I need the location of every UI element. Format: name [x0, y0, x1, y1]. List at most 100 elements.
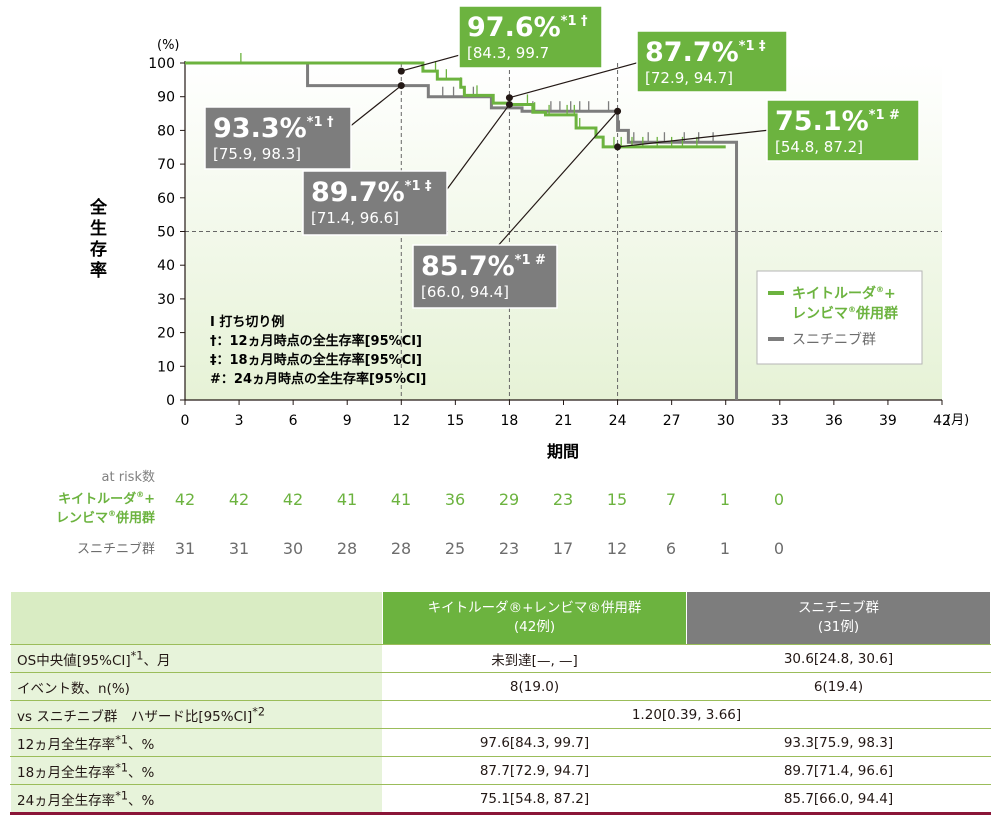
at-risk-keytruda-count: 42: [229, 490, 249, 509]
notes: I 打ち切り例 †：12ヵ月時点の全生存率[95%CI] ‡：18ヵ月時点の全生…: [210, 314, 426, 387]
x-tick-label: 6: [289, 413, 298, 429]
y-tick-label: 80: [157, 123, 175, 139]
y-tick-label: 10: [157, 359, 175, 375]
x-tick-label: 36: [825, 413, 843, 429]
at-risk-keytruda-label-2: レンビマ®併用群: [56, 509, 155, 526]
callout-value-number: 97.6%: [467, 12, 561, 43]
at-risk-sunitinib-count: 31: [229, 539, 249, 558]
at-risk-keytruda-count: 41: [391, 490, 411, 509]
y-tick-label: 30: [157, 292, 175, 308]
callout-point: [397, 67, 405, 75]
callout-value-sup: *1 #: [515, 253, 546, 268]
callout-ci: [66.0, 94.4]: [421, 283, 509, 301]
x-tick-label: 30: [717, 413, 735, 429]
x-tick-label: 15: [446, 413, 464, 429]
legend-keytruda-label: キイトルーダ®+: [792, 285, 896, 302]
callout-value-number: 75.1%: [775, 106, 869, 137]
y-unit: (%): [157, 38, 180, 53]
callout-value: 97.6%*1 †: [467, 12, 588, 43]
cell-value: 8(19.0): [382, 672, 687, 701]
callout-leader-line: [617, 129, 771, 148]
y-tick-label: 20: [157, 326, 175, 342]
at-risk-keytruda-count: 23: [553, 490, 573, 509]
callout-ci: [75.9, 98.3]: [213, 145, 301, 163]
callout-box: [204, 106, 352, 170]
cell-value: 30.6[24.8, 30.6]: [686, 644, 991, 673]
at-risk-sunitinib-count: 28: [391, 539, 411, 558]
cell-value: 75.1[54.8, 87.2]: [382, 784, 687, 815]
row-label-24m: 24ヵ月全生存率*1、%: [10, 784, 383, 815]
cell-value: 85.7[66.0, 94.4]: [686, 784, 991, 815]
x-unit: (月): [946, 413, 969, 428]
callout-box: [412, 244, 558, 309]
cell-value: 93.3[75.9, 98.3]: [686, 728, 991, 757]
at-risk-keytruda-count: 29: [499, 490, 519, 509]
at-risk-keytruda-count: 41: [337, 490, 357, 509]
callout-point: [614, 107, 622, 115]
callout-value: 89.7%*1 ‡: [311, 177, 432, 208]
y-axis-label: 全生存率: [86, 197, 108, 282]
at-risk-keytruda-count: 36: [445, 490, 465, 509]
callout-value: 87.7%*1 ‡: [645, 37, 766, 68]
cell-value: 6(19.4): [686, 672, 991, 701]
at-risk-sunitinib-count: 23: [499, 539, 519, 558]
callout-value-sup: *1 †: [561, 14, 588, 29]
row-label-os-median: OS中央値[95%CI]*1、月: [10, 644, 383, 673]
at-risk-sunitinib-count: 28: [337, 539, 357, 558]
note-18m: ‡：18ヵ月時点の全生存率[95%CI]: [210, 352, 422, 368]
table-row: 24ヵ月全生存率*1、% 75.1[54.8, 87.2] 85.7[66.0,…: [10, 784, 991, 815]
x-axis-label: 期間: [547, 442, 579, 461]
y-tick-label: 70: [157, 157, 175, 173]
callout-value-number: 85.7%: [421, 251, 515, 282]
table-row: vs スニチニブ群 ハザード比[95%CI]*2 1.20[0.39, 3.66…: [10, 700, 991, 729]
cell-value: 89.7[71.4, 96.6]: [686, 756, 991, 785]
note-12m: †：12ヵ月時点の全生存率[95%CI]: [210, 333, 422, 349]
row-label-events: イベント数、n(%): [10, 672, 383, 701]
callout-leader-line: [444, 104, 510, 193]
legend-box: [756, 270, 923, 365]
x-tick-label: 21: [555, 413, 573, 429]
x-tick-label: 27: [663, 413, 681, 429]
at-risk-keytruda-count: 15: [607, 490, 627, 509]
legend-sunitinib-label: スニチニブ群: [792, 331, 876, 348]
x-tick-label: 24: [609, 413, 627, 429]
callout-ci: [71.4, 96.6]: [311, 209, 399, 227]
callout-value-number: 93.3%: [213, 113, 307, 144]
at-risk-keytruda-count: 1: [720, 490, 730, 509]
row-label-12m: 12ヵ月全生存率*1、%: [10, 728, 383, 757]
cell-value: 87.7[72.9, 94.7]: [382, 756, 687, 785]
at-risk-sunitinib-count: 6: [666, 539, 676, 558]
at-risk-sunitinib-count: 0: [774, 539, 784, 558]
at-risk-sunitinib-count: 31: [175, 539, 195, 558]
legend-keytruda-label-2: レンビマ®併用群: [792, 305, 898, 322]
row-label-18m: 18ヵ月全生存率*1、%: [10, 756, 383, 785]
callout-ci: [54.8, 87.2]: [775, 138, 863, 156]
x-tick-label: 12: [392, 413, 410, 429]
cell-value-merged: 1.20[0.39, 3.66]: [382, 700, 991, 729]
callout-point: [505, 100, 513, 108]
table-header-sunitinib: スニチニブ群 (31例): [686, 591, 991, 645]
table-header-keytruda: キイトルーダ®+レンビマ®併用群 (42例): [382, 591, 687, 645]
callout-ci: [84.3, 99.7: [467, 44, 549, 62]
table-header-blank: [10, 591, 383, 645]
x-tick-label: 3: [235, 413, 244, 429]
callout-value-sup: *1 ‡: [739, 39, 766, 54]
y-tick-label: 50: [157, 225, 175, 241]
at-risk-table: at risk数 キイトルーダ®+ レンビマ®併用群 スニチニブ群 42 31 42…: [56, 470, 784, 558]
callout-box: [766, 99, 920, 162]
y-tick-label: 40: [157, 258, 175, 274]
callout-ci: [72.9, 94.7]: [645, 69, 733, 87]
y-tick-label: 90: [157, 90, 175, 106]
cell-value: 未到達[—, —]: [382, 644, 687, 673]
callout-point: [614, 143, 622, 151]
y-tick-label: 100: [148, 56, 175, 72]
callout-point: [397, 82, 405, 90]
callout-leader-line: [347, 85, 402, 129]
note-censor: I 打ち切り例: [210, 314, 284, 330]
row-label-hazard-ratio: vs スニチニブ群 ハザード比[95%CI]*2: [10, 700, 383, 729]
table-row: イベント数、n(%) 8(19.0) 6(19.4): [10, 672, 991, 701]
at-risk-keytruda-count: 42: [175, 490, 195, 509]
callout-value-sup: *1 #: [869, 108, 900, 123]
callout-value-number: 87.7%: [645, 37, 739, 68]
at-risk-sunitinib-count: 17: [553, 539, 573, 558]
